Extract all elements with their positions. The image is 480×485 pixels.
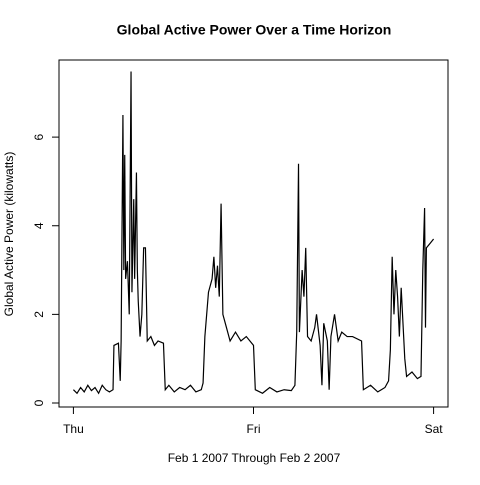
y-tick-label: 4 xyxy=(32,222,46,229)
line xyxy=(72,71,435,395)
x-tick-label: Sat xyxy=(425,422,444,436)
x-axis-label: Feb 1 2007 Through Feb 2 2007 xyxy=(168,451,341,465)
y-tick-label: 2 xyxy=(32,311,46,318)
x-tick-label: Thu xyxy=(63,422,84,436)
chart-title: Global Active Power Over a Time Horizon xyxy=(117,22,392,38)
y-tick-label: 0 xyxy=(32,399,46,406)
x-tick-label: Fri xyxy=(247,422,261,436)
y-axis-label: Global Active Power (kilowatts) xyxy=(2,152,16,317)
y-tick-label: 6 xyxy=(32,133,46,140)
